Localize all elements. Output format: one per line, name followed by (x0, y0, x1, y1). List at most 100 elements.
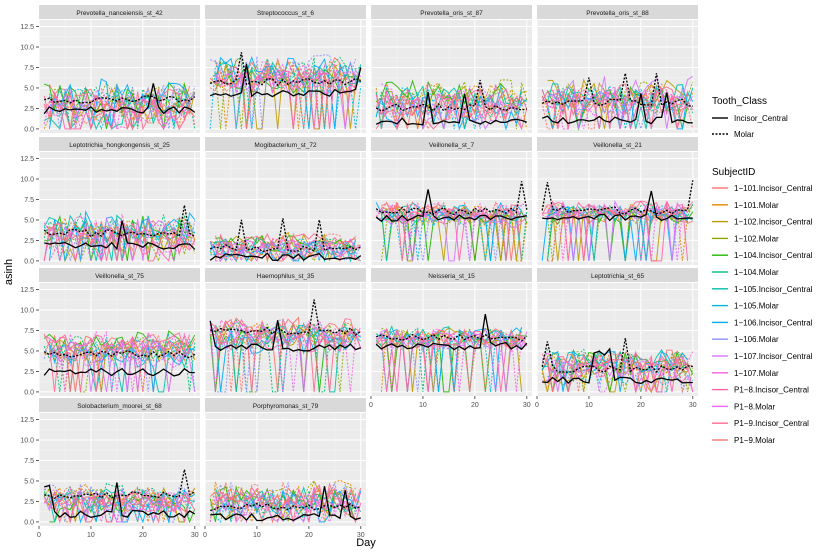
series-lines (209, 479, 362, 524)
panel: Prevotella_oris_st_88 (536, 5, 698, 133)
series-line (209, 239, 356, 263)
y-tick-label: 7.5 (24, 197, 34, 204)
mean-line-incisor (375, 91, 528, 126)
panel-title: Veillonella_st_7 (429, 142, 475, 149)
panel-title: Porphyromonas_st_79 (253, 403, 319, 410)
panel: Haemophilus_st_35 (204, 268, 366, 396)
y-tick-label: 7.5 (24, 65, 34, 72)
y-tick-label: 5.0 (24, 85, 34, 92)
series-line (43, 91, 191, 131)
mean-line-incisor (209, 252, 362, 261)
panel-strip (371, 268, 532, 282)
panel-strip (537, 5, 698, 19)
series-line (43, 482, 191, 523)
series-lines (43, 210, 196, 263)
panel: Veillonella_st_21 (536, 137, 698, 265)
x-tick-label: 30 (357, 532, 365, 539)
mean-line-molar (375, 181, 528, 216)
x-tick-label: 30 (523, 402, 531, 409)
series-line (381, 82, 523, 129)
series-line (547, 203, 688, 261)
series-line (381, 210, 522, 262)
series-line (43, 334, 191, 357)
x-tick-label: 10 (419, 402, 427, 409)
series-line (215, 61, 361, 90)
panel-title: Prevotella_oris_st_88 (586, 10, 649, 17)
series-line (43, 95, 191, 131)
y-tick-label: 10.0 (20, 45, 34, 52)
panel: Porphyromonas_st_79 0 10 20 30 (203, 398, 366, 539)
mean-line-molar (541, 337, 693, 373)
series-line (214, 481, 356, 524)
panel-strip (39, 137, 200, 151)
panel-strip (205, 5, 366, 19)
mean-line-molar (209, 52, 362, 87)
mean-line-incisor (210, 486, 361, 522)
series-line (215, 69, 356, 129)
series-line (541, 206, 689, 261)
legend-label: 1−107.Incisor_Central (734, 352, 813, 361)
y-tick-label: 12.5 (20, 417, 34, 424)
series-line (43, 227, 191, 263)
legend-label: 1−101.Incisor_Central (734, 184, 813, 193)
panel-strip (39, 398, 200, 412)
mean-line-molar (375, 79, 527, 112)
legend-label: 1−106.Molar (734, 335, 779, 344)
panel-strip (371, 137, 532, 151)
mean-line-incisor (541, 92, 693, 125)
series-line (381, 87, 522, 130)
series-line (546, 87, 694, 130)
series-line (214, 232, 361, 262)
y-tick-label: 2.5 (24, 238, 34, 245)
series-line (541, 81, 694, 130)
series-line (381, 202, 523, 261)
x-tick-label: 0 (203, 532, 207, 539)
legend-label: 1−105.Molar (734, 302, 779, 311)
legend-label: Molar (734, 130, 754, 139)
panel: Prevotella_nanceiensis_st_42 0.0 2.5 5.0 7.5… (20, 5, 200, 133)
y-tick-label: 2.5 (24, 369, 34, 376)
panel-title: Streptococcus_st_6 (257, 10, 314, 17)
series-line (49, 488, 196, 524)
mean-line-molar (210, 299, 362, 336)
y-tick-label: 7.5 (24, 458, 34, 465)
series-line (542, 202, 689, 261)
panel-strip (205, 137, 366, 151)
panel-strip (371, 5, 532, 19)
series-line (214, 323, 362, 392)
series-line (210, 480, 362, 522)
series-line (48, 223, 196, 262)
panel-strip (39, 5, 200, 19)
y-tick-label: 0.0 (24, 389, 34, 396)
series-line (49, 330, 191, 392)
series-line (547, 205, 688, 261)
series-line (541, 206, 689, 261)
panel-title: Leptotrichia_st_65 (591, 273, 645, 280)
series-line (375, 200, 522, 221)
mean-line-incisor (43, 83, 196, 115)
x-tick-label: 10 (585, 402, 593, 409)
panel-strip (205, 398, 366, 412)
mean-line-molar (210, 502, 361, 512)
legend-label: 1−107.Molar (734, 369, 779, 378)
series-line (546, 349, 689, 393)
panel: Prevotella_oris_st_87 (370, 5, 532, 133)
mean-line-incisor (209, 320, 362, 352)
y-tick-label: 0.0 (24, 519, 34, 526)
series-line (381, 333, 528, 392)
mean-line-incisor (375, 313, 528, 351)
panel: Leptotrichia_st_65 0 10 20 30 (535, 268, 698, 409)
y-tick-label: 0.0 (24, 126, 34, 133)
series-line (376, 205, 527, 261)
series-line (541, 87, 694, 130)
panel-title: Prevotella_nanceiensis_st_42 (76, 10, 163, 17)
y-tick-label: 5.0 (24, 217, 34, 224)
mean-line-molar (44, 95, 196, 104)
mean-line-incisor (43, 367, 195, 377)
series-line (48, 222, 196, 261)
series-line (209, 319, 356, 393)
series-line (375, 92, 522, 131)
y-tick-label: 12.5 (20, 287, 34, 294)
legend-title-tooth-class: Tooth_Class (712, 96, 767, 107)
mean-line-incisor (209, 63, 362, 98)
